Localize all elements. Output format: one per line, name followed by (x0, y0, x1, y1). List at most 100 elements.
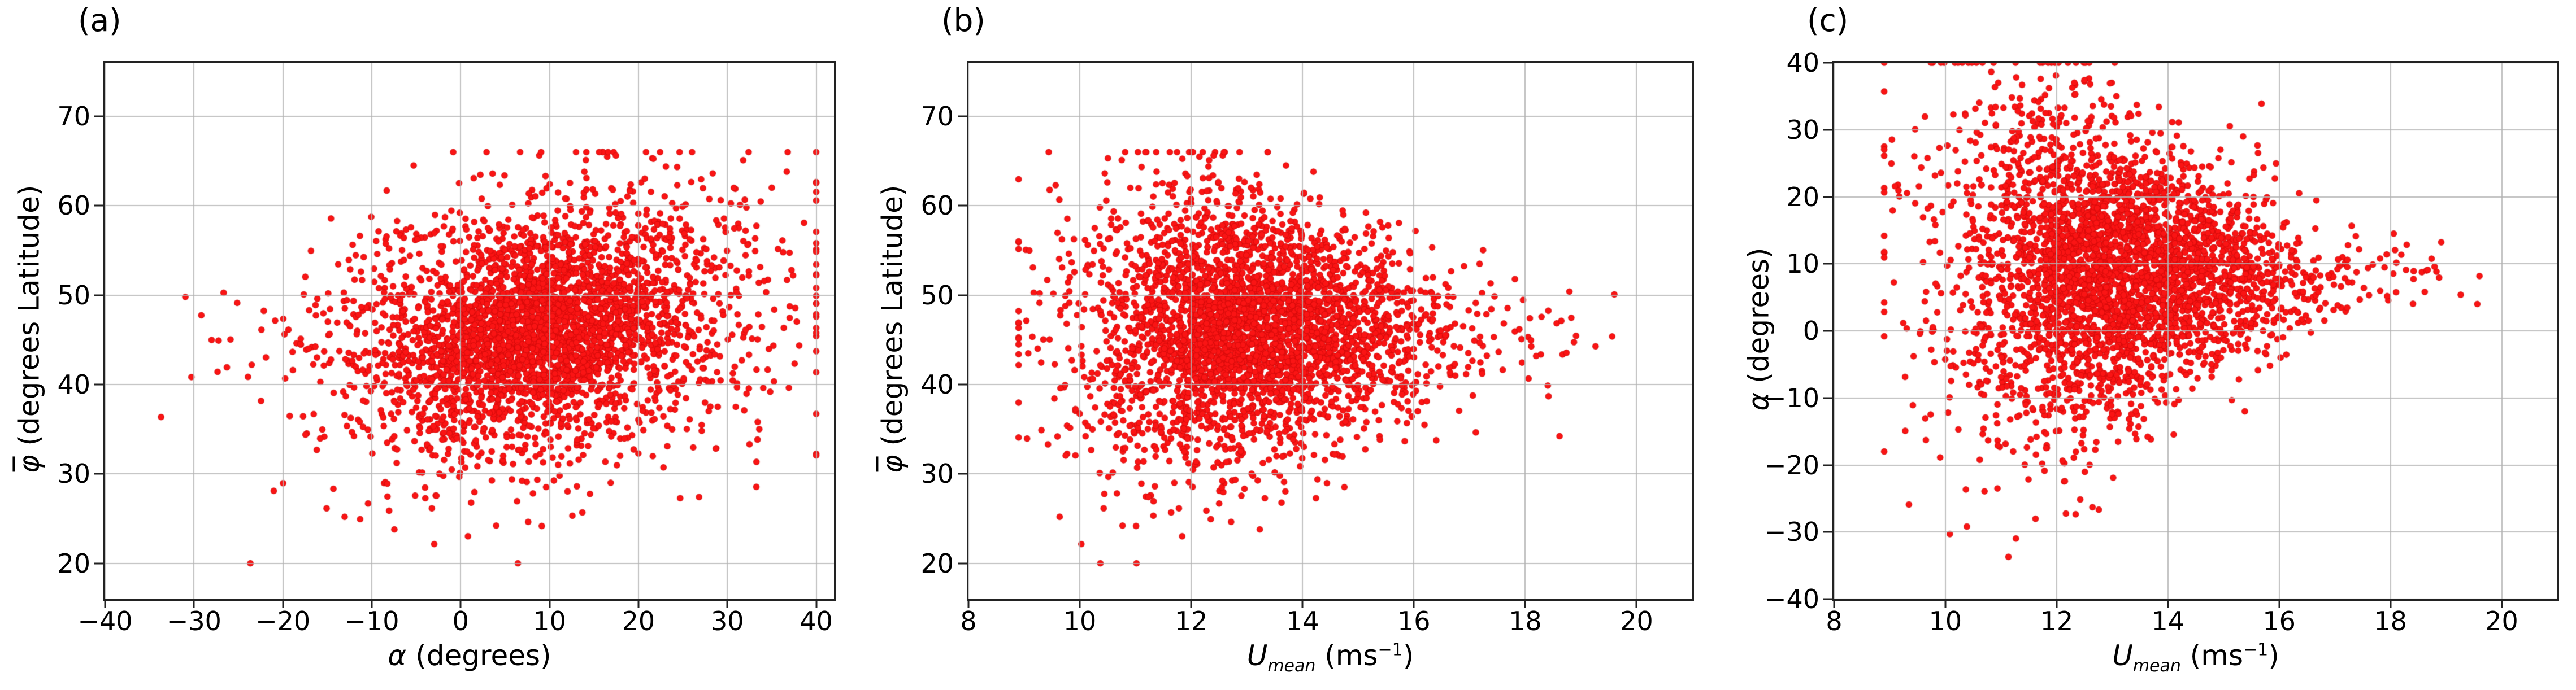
x-tick-label: −20 (255, 606, 311, 636)
y-tick-label: 20 (1786, 181, 1819, 212)
panel-c-plot-area: 8 10 12 14 16 18 20 −40 −30 −20 −10 0 10 20 30 40 (1765, 47, 2559, 636)
y-tick-mark (1823, 464, 1832, 466)
x-axis-subscript: mean (1267, 656, 1316, 676)
x-tick-label: 40 (800, 606, 833, 636)
y-tick-mark (958, 383, 967, 386)
x-axis-subscript: mean (2132, 656, 2181, 676)
x-tick-mark (2167, 599, 2169, 608)
phi-bar-symbol: φ (12, 455, 45, 474)
panel-a-y-axis-label-text: φ (degrees Latitude) (12, 185, 45, 474)
panel-a-y-axis-label: φ (degrees Latitude) (5, 61, 53, 597)
y-tick-label: 30 (57, 458, 90, 490)
x-tick-mark (1833, 599, 1835, 608)
y-tick-label: 10 (1786, 248, 1819, 280)
y-tick-label: 70 (57, 101, 90, 132)
x-tick-mark (1413, 599, 1415, 608)
y-tick-label: 30 (920, 458, 954, 490)
x-tick-label: 0 (452, 606, 469, 636)
x-tick-mark (815, 599, 818, 608)
x-tick-label: 10 (1063, 606, 1097, 636)
y-tick-label: 30 (1786, 114, 1819, 145)
x-tick-mark (726, 599, 728, 608)
y-tick-mark (1823, 330, 1832, 332)
x-tick-mark (1190, 599, 1192, 608)
phi-bar-symbol: φ (876, 455, 909, 474)
x-axis-unit-close: ) (1402, 639, 1414, 672)
x-tick-mark (549, 599, 551, 608)
panel-b-x-axis-label: Umean (ms−1) (967, 639, 1694, 676)
x-tick-mark (282, 599, 284, 608)
x-tick-label: 18 (2374, 606, 2407, 636)
x-tick-label: 12 (2040, 606, 2074, 636)
x-axis-unit-text: (degrees) (406, 639, 551, 672)
x-tick-label: 8 (1826, 606, 1843, 636)
panel-a-title: (a) (78, 2, 121, 38)
x-tick-label: −10 (344, 606, 399, 636)
x-tick-label: 14 (2151, 606, 2185, 636)
y-tick-mark (94, 204, 103, 207)
panel-c-scatter-canvas (1834, 63, 2557, 599)
y-axis-unit-text: (degrees Latitude) (12, 185, 45, 455)
y-tick-label: −30 (1764, 517, 1819, 548)
x-tick-label: 20 (622, 606, 655, 636)
x-tick-mark (1301, 599, 1304, 608)
x-tick-mark (2056, 599, 2058, 608)
x-tick-mark (967, 599, 970, 608)
y-tick-mark (1823, 196, 1832, 198)
y-tick-mark (1823, 263, 1832, 265)
y-tick-mark (958, 204, 967, 207)
y-tick-label: 40 (1786, 47, 1819, 78)
x-tick-label: 20 (2485, 606, 2518, 636)
x-tick-mark (1079, 599, 1081, 608)
panel-a-scatter-canvas (105, 63, 834, 599)
panel-a-plot-area: −40 −30 −20 −10 0 10 20 30 40 20 30 40 50 60 70 (57, 61, 836, 636)
y-tick-mark (958, 115, 967, 117)
x-tick-mark (459, 599, 462, 608)
y-tick-label: 50 (57, 280, 90, 311)
x-tick-label: 8 (960, 606, 977, 636)
y-tick-mark (958, 473, 967, 475)
y-axis-unit-text: (degrees Latitude) (876, 185, 909, 455)
y-tick-mark (94, 383, 103, 386)
x-tick-label: 10 (1928, 606, 1962, 636)
y-tick-mark (94, 294, 103, 296)
x-tick-mark (2278, 599, 2280, 608)
y-tick-label: 70 (920, 101, 954, 132)
x-tick-mark (1524, 599, 1526, 608)
x-tick-label: 10 (533, 606, 566, 636)
u-mean-symbol: U (1246, 639, 1268, 672)
y-tick-mark (1823, 129, 1832, 131)
panel-b-y-axis-label-text: φ (degrees Latitude) (876, 185, 909, 474)
x-tick-label: 16 (1397, 606, 1431, 636)
y-tick-label: 60 (57, 190, 90, 221)
panel-b-y-axis-label: φ (degrees Latitude) (868, 61, 916, 597)
y-tick-mark (94, 562, 103, 565)
x-tick-label: −30 (166, 606, 221, 636)
x-tick-mark (371, 599, 373, 608)
x-tick-mark (637, 599, 640, 608)
x-tick-mark (104, 599, 106, 608)
x-tick-label: 18 (1509, 606, 1542, 636)
x-tick-label: 16 (2262, 606, 2296, 636)
x-tick-label: −40 (77, 606, 133, 636)
x-tick-mark (193, 599, 195, 608)
y-tick-label: 50 (920, 280, 954, 311)
x-tick-label: 14 (1285, 606, 1319, 636)
y-tick-label: 0 (1802, 316, 1819, 346)
y-tick-mark (958, 294, 967, 296)
u-mean-symbol: U (2112, 639, 2133, 672)
x-axis-unit-text: (ms (1315, 639, 1378, 672)
y-axis-unit-text: (degrees) (1743, 247, 1775, 392)
x-axis-superscript: −1 (1378, 640, 1403, 660)
y-tick-label: 40 (57, 369, 90, 400)
y-tick-label: −20 (1764, 449, 1819, 481)
y-tick-mark (1823, 397, 1832, 399)
x-tick-mark (2390, 599, 2392, 608)
y-tick-label: −10 (1764, 382, 1819, 413)
y-tick-mark (958, 562, 967, 565)
x-tick-label: 12 (1174, 606, 1208, 636)
y-tick-label: 20 (57, 548, 90, 579)
y-tick-label: 40 (920, 369, 954, 400)
y-tick-mark (94, 473, 103, 475)
y-tick-mark (1823, 598, 1832, 600)
